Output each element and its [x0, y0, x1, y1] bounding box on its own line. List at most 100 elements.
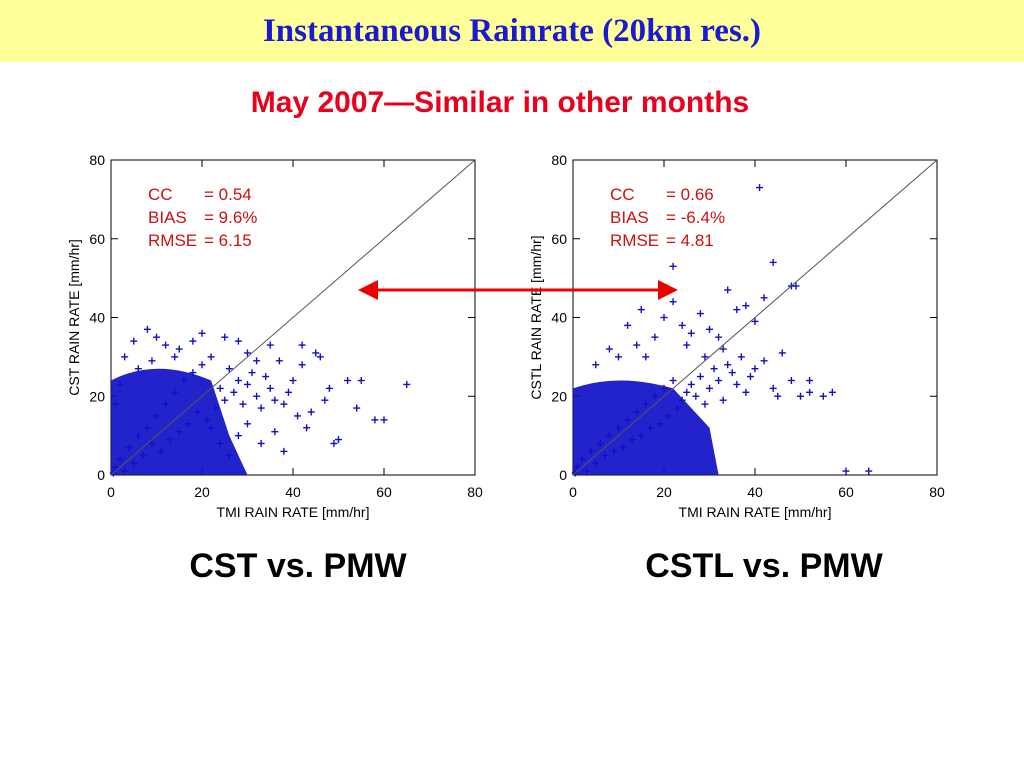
- x-tick-label: 60: [376, 484, 392, 500]
- data-point: [121, 353, 129, 361]
- stat-label: CC: [610, 185, 635, 204]
- data-point: [180, 377, 188, 384]
- data-point: [742, 302, 750, 310]
- data-point: [587, 447, 595, 455]
- data-point: [344, 377, 352, 384]
- plot-caption-cstl: CSTL vs. PMW: [645, 547, 883, 585]
- x-tick-label: 60: [838, 484, 854, 500]
- data-point: [271, 396, 279, 404]
- stat-label: BIAS: [610, 208, 649, 227]
- stat-value: = 9.6%: [204, 208, 257, 227]
- data-point: [628, 436, 636, 444]
- stat-value: = 0.54: [204, 185, 252, 204]
- data-point: [615, 424, 622, 432]
- data-point: [655, 420, 663, 428]
- y-tick-label: 20: [89, 388, 105, 404]
- data-point: [806, 388, 814, 396]
- data-point: [592, 459, 600, 467]
- x-tick-label: 0: [107, 484, 115, 500]
- y-axis-label: CSTL RAIN RATE [mm/hr]: [528, 235, 544, 399]
- data-point: [728, 369, 736, 377]
- data-point: [244, 420, 251, 428]
- data-point: [769, 384, 777, 392]
- data-point: [143, 325, 151, 333]
- data-point: [166, 436, 174, 444]
- data-point: [153, 333, 160, 341]
- data-point: [307, 408, 315, 416]
- data-point: [696, 310, 704, 318]
- data-point: [153, 412, 160, 420]
- data-point: [842, 467, 850, 475]
- data-point: [797, 392, 804, 400]
- data-point: [719, 396, 727, 404]
- scatter-plot-cst: 0 20 40 60 80 0 20 40 60 80 TMI RAIN RATE [mm/hr] C…: [66, 152, 483, 520]
- dense-point-cloud: [573, 380, 719, 475]
- y-tick-label: 20: [551, 388, 567, 404]
- data-point: [806, 377, 814, 384]
- scatter-plot-cstl: 0 20 40 60 80 0 20 40 60 80 TMI RAIN RATE [mm/hr] C…: [528, 152, 945, 520]
- data-point: [130, 337, 138, 345]
- data-point: [325, 384, 333, 392]
- data-point: [143, 424, 151, 432]
- data-point: [248, 369, 256, 377]
- data-point: [266, 384, 274, 392]
- data-point: [769, 258, 777, 266]
- data-point: [774, 392, 782, 400]
- data-point: [746, 373, 754, 381]
- data-point: [207, 353, 215, 361]
- data-point: [733, 306, 741, 314]
- data-point: [583, 467, 591, 475]
- one-to-one-line: [110, 159, 476, 476]
- data-point: [701, 400, 709, 408]
- one-to-one-line: [572, 159, 938, 476]
- data-point: [719, 345, 727, 353]
- data-point: [148, 440, 156, 447]
- data-point: [157, 447, 165, 455]
- plot-caption-cst: CST vs. PMW: [189, 547, 407, 585]
- data-point: [665, 412, 673, 420]
- data-point: [778, 349, 786, 357]
- data-point: [674, 404, 682, 412]
- data-point: [742, 388, 750, 396]
- stat-value: = 0.66: [666, 185, 714, 204]
- data-point: [592, 361, 600, 369]
- x-axis-label: TMI RAIN RATE [mm/hr]: [217, 504, 370, 520]
- data-point: [175, 428, 183, 436]
- data-point: [207, 424, 215, 432]
- y-tick-label: 40: [89, 310, 105, 326]
- data-point: [737, 353, 745, 361]
- data-point: [601, 451, 609, 459]
- stat-label: CC: [148, 185, 173, 204]
- data-point: [669, 262, 677, 270]
- data-point: [330, 440, 338, 447]
- data-point: [633, 341, 641, 349]
- stat-label: BIAS: [148, 208, 187, 227]
- data-point: [610, 447, 618, 455]
- data-point: [660, 314, 668, 321]
- data-point: [193, 408, 201, 416]
- y-tick-label: 80: [551, 152, 567, 168]
- x-tick-label: 40: [285, 484, 301, 500]
- x-tick-label: 80: [467, 484, 483, 500]
- data-point: [234, 432, 242, 440]
- data-point: [112, 463, 120, 471]
- data-point: [162, 400, 170, 408]
- data-point: [225, 451, 233, 459]
- data-point: [669, 377, 677, 384]
- title-bar: Instantaneous Rainrate (20km res.): [0, 0, 1024, 62]
- data-point: [692, 392, 700, 400]
- y-tick-label: 0: [559, 467, 567, 483]
- data-point: [651, 392, 659, 400]
- data-point: [134, 365, 142, 373]
- data-point: [787, 377, 795, 384]
- data-point: [234, 337, 242, 345]
- x-tick-label: 20: [656, 484, 672, 500]
- y-tick-label: 40: [551, 310, 567, 326]
- y-tick-label: 80: [89, 152, 105, 168]
- y-tick-label: 60: [89, 231, 105, 247]
- arrow-head-right: [658, 280, 678, 300]
- data-point: [687, 380, 695, 388]
- data-point: [253, 357, 261, 365]
- data-point: [116, 455, 124, 463]
